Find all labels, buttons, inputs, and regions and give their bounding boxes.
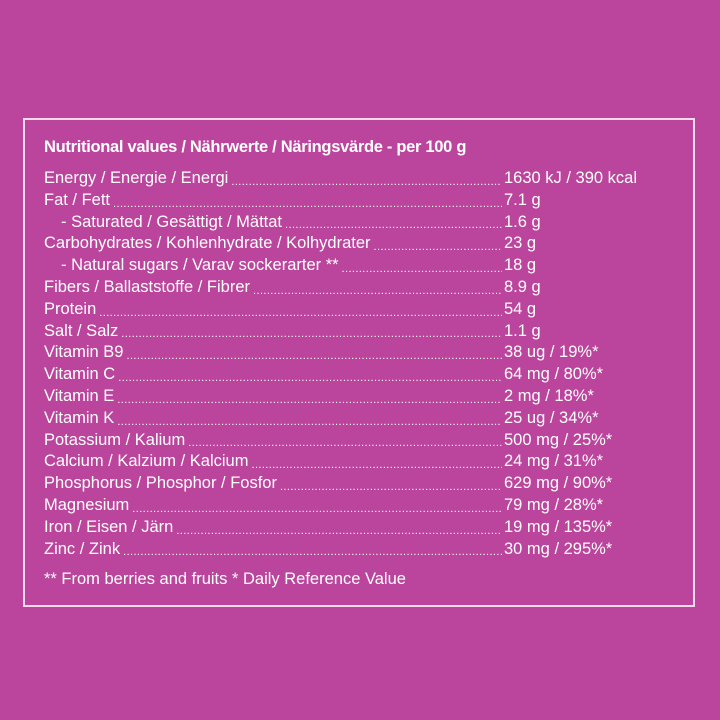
- nutrient-value: 30 mg / 295%*: [504, 539, 613, 558]
- nutrient-value: 8.9 g: [504, 277, 541, 296]
- dot-leader: [251, 451, 502, 473]
- nutrient-row: Salt / Salz 1.1 g: [44, 321, 684, 343]
- nutrient-row: Vitamin K 25 ug / 34%*: [44, 408, 684, 430]
- nutrient-row: Carbohydrates / Kohlenhydrate / Kolhydra…: [44, 233, 684, 255]
- nutrient-label: Zinc / Zink: [44, 539, 121, 558]
- nutrient-value: 19 mg / 135%*: [504, 517, 613, 536]
- nutrient-row: Vitamin E 2 mg / 18%*: [44, 386, 684, 408]
- nutrient-value: 23 g: [504, 234, 537, 253]
- nutrient-row: - Natural sugars / Varav sockerarter ** 1…: [44, 255, 684, 277]
- dot-leader: [188, 430, 502, 452]
- nutrient-value: 500 mg / 25%*: [504, 430, 613, 449]
- nutrient-row: Energy / Energie / Energi 1630 kJ / 390 k…: [44, 168, 684, 190]
- nutrient-row: Protein 54 g: [44, 299, 684, 321]
- nutrient-label: Vitamin B9: [44, 343, 124, 362]
- nutrient-row: Potassium / Kalium 500 mg / 25%*: [44, 430, 684, 452]
- nutrient-label: Fat / Fett: [44, 190, 111, 209]
- dot-leader: [113, 190, 502, 212]
- nutrient-label: Protein: [44, 299, 97, 318]
- dot-leader: [342, 255, 502, 277]
- dot-leader: [117, 386, 502, 408]
- nutrient-row: Calcium / Kalzium / Kalcium 24 mg / 31%*: [44, 451, 684, 473]
- dot-leader: [285, 212, 502, 234]
- dot-leader: [280, 473, 502, 495]
- dot-leader: [374, 233, 502, 255]
- nutrient-value: 1630 kJ / 390 kcal: [504, 169, 637, 187]
- dot-leader: [121, 321, 502, 343]
- nutrient-row: Phosphorus / Phosphor / Fosfor 629 mg / 9…: [44, 473, 684, 495]
- nutrient-label: Energy / Energie / Energi: [44, 169, 229, 187]
- nutrition-rows: Energy / Energie / Energi 1630 kJ / 390 k…: [44, 168, 684, 560]
- dot-leader: [118, 364, 502, 386]
- dot-leader: [117, 408, 502, 430]
- nutrient-label: - Saturated / Gesättigt / Mättat: [61, 212, 283, 231]
- nutrient-value: 629 mg / 90%*: [504, 474, 613, 493]
- nutrient-row: Zinc / Zink 30 mg / 295%*: [44, 539, 684, 561]
- nutrient-value: 25 ug / 34%*: [504, 408, 599, 427]
- nutrient-row: Iron / Eisen / Järn 19 mg / 135%*: [44, 517, 684, 539]
- nutrient-label: Magnesium: [44, 495, 130, 514]
- nutrient-value: 24 mg / 31%*: [504, 452, 604, 471]
- nutrient-value: 64 mg / 80%*: [504, 365, 604, 384]
- nutrient-row: Fibers / Ballaststoffe / Fibrer 8.9 g: [44, 277, 684, 299]
- nutrient-label: - Natural sugars / Varav sockerarter **: [61, 256, 339, 275]
- dot-leader: [253, 277, 502, 299]
- nutrient-label: Calcium / Kalzium / Kalcium: [44, 452, 249, 471]
- nutrient-row: Vitamin C 64 mg / 80%*: [44, 364, 684, 386]
- dot-leader: [231, 168, 502, 190]
- nutrient-row: Vitamin B9 38 ug / 19%*: [44, 342, 684, 364]
- nutrient-label: Carbohydrates / Kohlenhydrate / Kolhydra…: [44, 234, 371, 253]
- nutrient-label: Vitamin E: [44, 386, 115, 405]
- nutrient-label: Fibers / Ballaststoffe / Fibrer: [44, 277, 251, 296]
- nutrient-value: 54 g: [504, 299, 537, 318]
- nutrient-label: Phosphorus / Phosphor / Fosfor: [44, 474, 277, 493]
- table-title: Nutritional values / Nährwerte / Närings…: [44, 138, 467, 156]
- nutrient-row: - Saturated / Gesättigt / Mättat 1.6 g: [44, 212, 684, 234]
- nutrition-table: Nutritional values / Nährwerte / Närings…: [23, 118, 695, 607]
- nutrient-value: 1.1 g: [504, 321, 541, 340]
- footnote: ** From berries and fruits * Daily Refer…: [44, 570, 406, 588]
- nutrient-label: Vitamin K: [44, 408, 115, 427]
- dot-leader: [176, 517, 502, 539]
- nutrient-value: 79 mg / 28%*: [504, 495, 604, 514]
- nutrient-value: 2 mg / 18%*: [504, 386, 594, 405]
- nutrient-label: Salt / Salz: [44, 321, 119, 340]
- nutrient-label: Potassium / Kalium: [44, 430, 186, 449]
- dot-leader: [127, 342, 503, 364]
- nutrient-value: 18 g: [504, 256, 537, 275]
- nutrient-label: Iron / Eisen / Järn: [44, 517, 174, 536]
- dot-leader: [99, 299, 502, 321]
- nutrient-value: 38 ug / 19%*: [504, 343, 599, 362]
- dot-leader: [123, 539, 502, 561]
- nutrient-label: Vitamin C: [44, 365, 116, 384]
- nutrient-row: Magnesium 79 mg / 28%*: [44, 495, 684, 517]
- nutrient-value: 7.1 g: [504, 190, 541, 209]
- nutrient-row: Fat / Fett 7.1 g: [44, 190, 684, 212]
- dot-leader: [132, 495, 502, 517]
- nutrient-value: 1.6 g: [504, 212, 541, 231]
